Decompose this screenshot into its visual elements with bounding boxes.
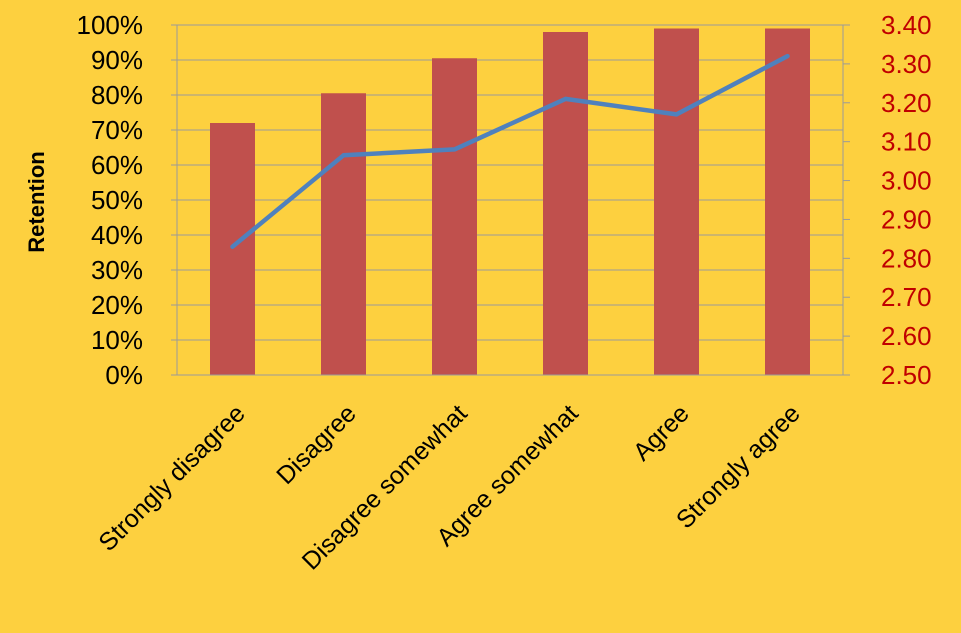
right-tick-label: 3.30 (881, 49, 932, 79)
bar (543, 32, 588, 375)
bar (321, 93, 366, 375)
category-label: Strongly disagree (93, 399, 250, 556)
right-tick-label: 2.70 (881, 282, 932, 312)
left-tick-label: 40% (91, 220, 143, 250)
right-tick-label: 3.40 (881, 10, 932, 40)
bar (210, 123, 255, 375)
right-tick-label: 3.00 (881, 166, 932, 196)
category-label: Disagree (271, 399, 362, 490)
bars (210, 28, 810, 375)
right-tick-label: 3.10 (881, 127, 932, 157)
left-tick-label: 70% (91, 115, 143, 145)
left-tick-label: 30% (91, 255, 143, 285)
right-tick-label: 2.60 (881, 321, 932, 351)
right-tick-label: 2.90 (881, 204, 932, 234)
left-tick-labels: 0% 10% 20% 30% 40% 50% 60% 70% 80% 90% 100% (77, 10, 144, 390)
left-tick-label: 10% (91, 325, 143, 355)
left-tick-label: 80% (91, 80, 143, 110)
bar (654, 28, 699, 375)
series-line-group (230, 53, 790, 249)
series-line (230, 53, 790, 249)
bar (432, 58, 477, 375)
left-tick-label: 0% (105, 360, 143, 390)
left-tick-label: 60% (91, 150, 143, 180)
axes (171, 24, 850, 376)
right-tick-labels: 2.50 2.60 2.70 2.80 2.90 3.00 3.10 3.20 3.30 3.40 (881, 10, 932, 390)
left-tick-label: 50% (91, 185, 143, 215)
right-tick-label: 3.20 (881, 88, 932, 118)
y-axis-label: Retention (24, 151, 49, 252)
bar (765, 28, 810, 375)
right-tick-label: 2.80 (881, 243, 932, 273)
category-label: Agree (628, 399, 695, 466)
left-tick-label: 100% (77, 10, 144, 40)
right-tick-label: 2.50 (881, 360, 932, 390)
left-tick-label: 90% (91, 45, 143, 75)
left-tick-label: 20% (91, 290, 143, 320)
